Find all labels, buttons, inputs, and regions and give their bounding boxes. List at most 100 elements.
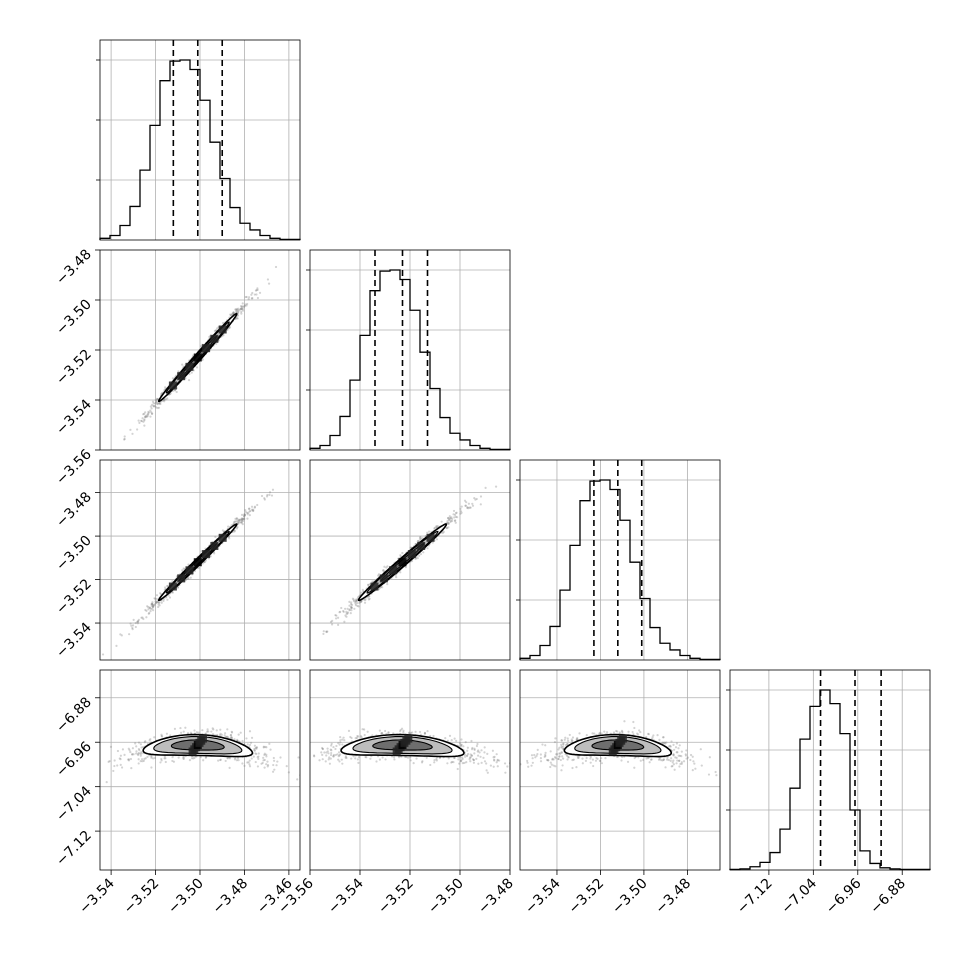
sample-point: [241, 302, 244, 305]
sample-point: [381, 756, 384, 759]
sample-point: [560, 743, 563, 746]
sample-point: [157, 603, 160, 606]
sample-point: [332, 745, 335, 749]
sample-point: [539, 753, 542, 756]
sample-point: [150, 403, 154, 406]
sample-point: [492, 756, 495, 759]
sample-point: [440, 520, 443, 523]
density-core: [177, 372, 186, 381]
sample-point: [219, 758, 222, 761]
sample-point: [140, 419, 143, 422]
sample-point: [173, 727, 177, 730]
sample-point: [248, 743, 252, 746]
scatter-content: [101, 488, 275, 656]
sample-point: [155, 601, 158, 604]
sample-point: [151, 607, 154, 610]
sample-point: [228, 766, 231, 769]
sample-point: [412, 762, 415, 765]
sample-point: [145, 415, 148, 418]
sample-point: [244, 509, 247, 512]
sample-point: [621, 730, 624, 733]
sample-point: [350, 605, 353, 608]
sample-point: [182, 757, 185, 760]
sample-point: [266, 760, 269, 763]
sample-point: [143, 757, 146, 760]
sample-point: [560, 739, 564, 742]
sample-point: [207, 730, 210, 733]
sample-point: [193, 729, 196, 732]
sample-point: [397, 756, 401, 759]
sample-point: [131, 753, 134, 756]
sample-point: [247, 761, 250, 764]
sample-point: [229, 313, 232, 316]
sample-point: [304, 762, 306, 764]
sample-point: [491, 749, 494, 752]
sample-point: [246, 743, 249, 746]
sample-point: [263, 766, 266, 769]
sample-point: [137, 618, 140, 621]
sample-point: [474, 498, 477, 501]
sample-point: [432, 734, 435, 738]
sample-point: [368, 595, 371, 598]
sample-point: [323, 751, 326, 754]
sample-point: [216, 733, 219, 737]
density-core: [168, 582, 177, 591]
sample-point: [633, 726, 636, 730]
sample-point: [464, 741, 467, 744]
sample-point: [371, 734, 374, 737]
sample-point: [566, 739, 570, 742]
sample-point: [380, 732, 384, 735]
sample-point: [496, 758, 499, 761]
sample-point: [338, 754, 341, 757]
sample-point: [350, 603, 354, 606]
sample-point: [150, 756, 153, 759]
sample-point: [677, 754, 680, 757]
sample-point: [228, 757, 232, 760]
sample-point: [148, 606, 151, 609]
sample-point: [195, 731, 198, 734]
sample-point: [327, 752, 330, 755]
sample-point: [494, 485, 498, 488]
sample-point: [151, 412, 154, 415]
sample-point: [449, 519, 452, 522]
sample-point: [223, 734, 226, 737]
sample-point: [240, 310, 243, 313]
sample-point: [355, 600, 358, 603]
sample-point: [658, 738, 661, 741]
sample-point: [135, 752, 138, 755]
sample-point: [345, 610, 348, 614]
density-core: [218, 533, 227, 542]
sample-point: [268, 493, 271, 496]
sample-point: [426, 730, 429, 733]
sample-point: [256, 296, 260, 300]
sample-point: [405, 755, 408, 759]
sample-point: [689, 758, 692, 762]
sample-point: [159, 592, 162, 595]
sample-point: [384, 758, 387, 761]
sample-point: [472, 761, 476, 764]
sample-point: [466, 749, 469, 752]
sample-point: [153, 405, 156, 408]
sample-point: [145, 616, 148, 619]
sample-point: [461, 757, 464, 761]
sample-point: [344, 755, 347, 758]
sample-point: [105, 781, 108, 784]
sample-point: [243, 514, 246, 517]
density-core: [379, 574, 388, 583]
sample-point: [450, 519, 454, 523]
sample-point: [359, 600, 363, 603]
sample-point: [322, 630, 325, 633]
sample-point: [348, 609, 351, 612]
sample-point: [160, 735, 164, 738]
sample-point: [382, 569, 385, 572]
sample-point: [226, 756, 229, 759]
sample-point: [352, 600, 356, 603]
sample-point: [680, 755, 683, 758]
sample-point: [239, 308, 242, 311]
sample-point: [460, 758, 463, 762]
sample-point: [187, 563, 190, 566]
sample-point: [272, 759, 276, 762]
sample-point: [140, 746, 143, 749]
sample-point: [356, 734, 359, 738]
sample-point: [206, 728, 209, 731]
